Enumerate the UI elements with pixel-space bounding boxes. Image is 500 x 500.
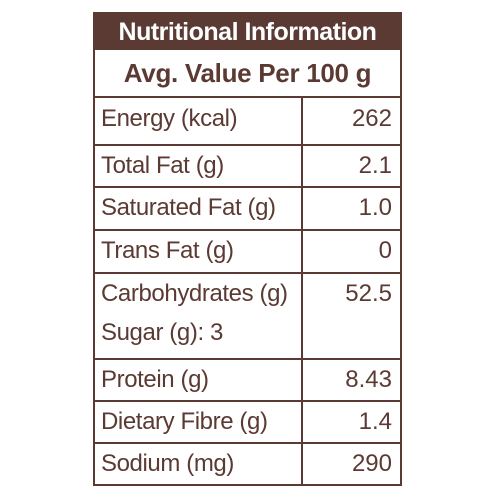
nutrient-name: Total Fat (g) bbox=[101, 152, 224, 179]
nutrient-row-sodium: Sodium (mg) 290 bbox=[95, 442, 400, 484]
nutrient-value: 1.4 bbox=[358, 408, 392, 435]
label-title: Nutritional Information bbox=[95, 14, 400, 50]
nutrient-value: 52.5 bbox=[345, 280, 392, 307]
nutrient-row-trans-fat: Trans Fat (g) 0 bbox=[95, 229, 400, 272]
nutrient-name: Sodium (mg) bbox=[101, 450, 234, 477]
nutrient-value: 290 bbox=[351, 450, 392, 477]
nutrient-value: 2.1 bbox=[358, 152, 392, 179]
nutrition-label: Nutritional Information Avg. Value Per 1… bbox=[93, 12, 402, 486]
nutrient-row-energy: Energy (kcal) 262 bbox=[95, 96, 400, 144]
nutrient-row-carbohydrates: Carbohydrates (g) Sugar (g): 3 52.5 bbox=[95, 272, 400, 358]
nutrient-value: 0 bbox=[378, 237, 392, 264]
column-divider bbox=[301, 96, 303, 486]
nutrient-name: Carbohydrates (g) bbox=[101, 280, 288, 307]
nutrient-rows: Energy (kcal) 262 Total Fat (g) 2.1 Satu… bbox=[95, 96, 400, 484]
nutrient-row-dietary-fibre: Dietary Fibre (g) 1.4 bbox=[95, 400, 400, 442]
nutrient-name: Saturated Fat (g) bbox=[101, 194, 276, 221]
nutrient-name: Energy (kcal) bbox=[101, 105, 238, 132]
nutrient-name: Dietary Fibre (g) bbox=[101, 408, 268, 435]
nutrient-value: 1.0 bbox=[358, 194, 392, 221]
label-subtitle: Avg. Value Per 100 g bbox=[123, 57, 372, 88]
nutrient-row-saturated-fat: Saturated Fat (g) 1.0 bbox=[95, 186, 400, 229]
nutrient-value: 8.43 bbox=[345, 366, 392, 393]
nutrient-row-protein: Protein (g) 8.43 bbox=[95, 358, 400, 400]
nutrient-sub-name: Sugar (g): 3 bbox=[101, 319, 223, 346]
nutrient-name: Protein (g) bbox=[101, 366, 209, 393]
nutrient-value: 262 bbox=[351, 105, 392, 132]
nutrient-row-total-fat: Total Fat (g) 2.1 bbox=[95, 144, 400, 186]
nutrient-name: Trans Fat (g) bbox=[101, 237, 234, 264]
